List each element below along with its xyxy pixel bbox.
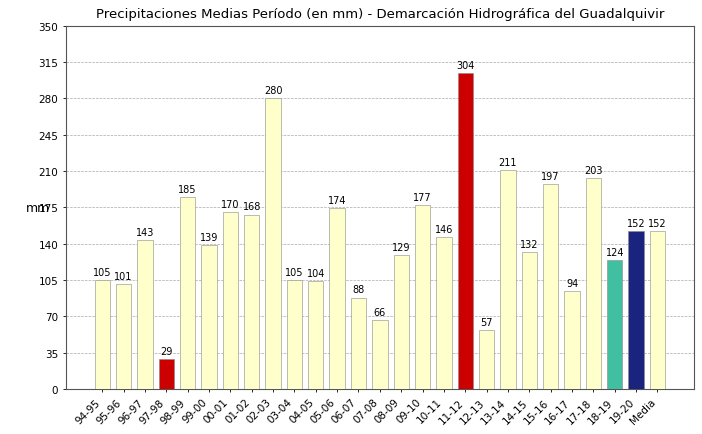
Text: 304: 304 — [456, 61, 475, 71]
Text: 177: 177 — [413, 193, 432, 203]
Bar — [244, 215, 260, 389]
Bar — [329, 209, 345, 389]
Text: 143: 143 — [135, 228, 154, 238]
Bar — [564, 292, 580, 389]
Text: 104: 104 — [307, 268, 325, 278]
Text: 203: 203 — [584, 166, 602, 176]
Text: 94: 94 — [566, 279, 578, 289]
Text: 185: 185 — [178, 184, 197, 194]
Text: 211: 211 — [498, 158, 517, 168]
Text: 101: 101 — [114, 271, 133, 281]
Text: 280: 280 — [264, 86, 282, 96]
Bar — [394, 255, 409, 389]
Y-axis label: mm: mm — [26, 201, 50, 214]
Bar — [415, 206, 430, 389]
Bar — [501, 171, 516, 389]
Bar — [479, 330, 494, 389]
Text: 170: 170 — [221, 200, 239, 210]
Text: 139: 139 — [200, 232, 218, 242]
Text: 152: 152 — [627, 218, 645, 228]
Text: 105: 105 — [285, 267, 304, 277]
Text: 88: 88 — [352, 285, 364, 295]
Bar — [585, 179, 601, 389]
Bar — [458, 74, 473, 389]
Text: 105: 105 — [93, 267, 112, 277]
Text: 132: 132 — [520, 239, 538, 249]
Text: 129: 129 — [392, 242, 411, 252]
Text: 146: 146 — [435, 225, 453, 235]
Bar — [372, 321, 388, 389]
Bar — [265, 99, 281, 389]
Text: 168: 168 — [242, 202, 261, 212]
Bar — [543, 185, 558, 389]
Bar — [116, 284, 131, 389]
Bar — [137, 241, 152, 389]
Bar — [436, 238, 451, 389]
Bar — [308, 281, 324, 389]
Text: 29: 29 — [160, 346, 173, 356]
Text: 124: 124 — [606, 247, 624, 257]
Bar — [607, 260, 623, 389]
Bar — [223, 213, 238, 389]
Text: 152: 152 — [648, 218, 667, 228]
Bar — [286, 280, 302, 389]
Bar — [628, 232, 644, 389]
Bar — [522, 252, 537, 389]
Text: 197: 197 — [541, 172, 560, 182]
Title: Precipitaciones Medias Período (en mm) - Demarcación Hidrográfica del Guadalquiv: Precipitaciones Medias Período (en mm) -… — [95, 8, 664, 21]
Text: 174: 174 — [328, 196, 346, 206]
Text: 66: 66 — [373, 308, 386, 318]
Bar — [95, 280, 110, 389]
Bar — [159, 359, 174, 389]
Text: 57: 57 — [480, 317, 493, 327]
Bar — [351, 298, 366, 389]
Bar — [180, 197, 195, 389]
Bar — [650, 232, 665, 389]
Bar — [201, 245, 217, 389]
